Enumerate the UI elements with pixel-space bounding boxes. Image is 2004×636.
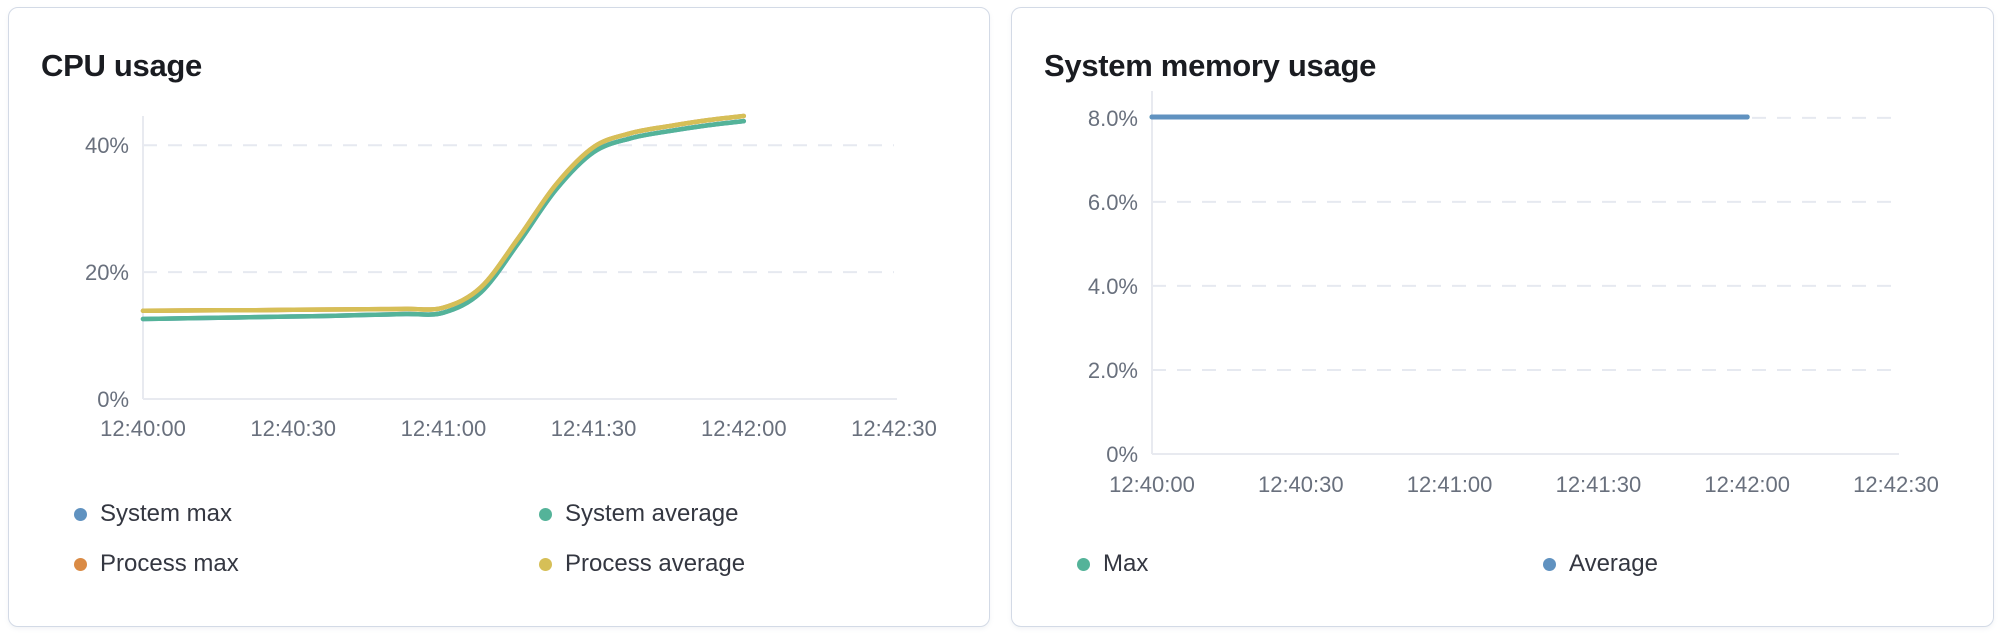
- legend-label: Max: [1103, 550, 1149, 577]
- x-tick-label: 12:40:00: [100, 416, 186, 441]
- cpu-panel-title: CPU usage: [41, 48, 202, 83]
- legend-label: Average: [1569, 550, 1658, 577]
- y-tick-label: 4.0%: [1088, 274, 1138, 299]
- legend-dot-average: [1543, 557, 1556, 571]
- x-tick-label: 12:41:00: [1407, 472, 1493, 497]
- legend-dot-max: [1077, 557, 1090, 571]
- x-tick-label: 12:42:30: [851, 416, 937, 441]
- legend-dot-system-max: [74, 507, 87, 521]
- y-tick-label: 40%: [85, 133, 129, 158]
- cpu-usage-panel: CPU usage 0% 20% 40% 12:40:00 12:40:30 12:41:…: [8, 7, 990, 627]
- x-tick-label: 12:40:30: [250, 416, 336, 441]
- legend-dot-process-average: [539, 557, 552, 571]
- y-tick-label: 8.0%: [1088, 106, 1138, 131]
- x-tick-label: 12:42:30: [1853, 472, 1939, 497]
- legend-item-average[interactable]: Average: [1543, 551, 1658, 577]
- legend-item-process-average[interactable]: Process average: [539, 551, 745, 577]
- legend-item-max[interactable]: Max: [1077, 551, 1148, 577]
- memory-usage-panel: System memory usage 0% 2.0% 4.0% 6.0% 8.0% 12…: [1011, 7, 1994, 627]
- legend-label: System average: [565, 500, 739, 527]
- x-tick-label: 12:42:00: [1704, 472, 1790, 497]
- legend-label: System max: [100, 500, 233, 527]
- series-line-system-average: [140, 118, 747, 322]
- x-tick-label: 12:40:30: [1258, 472, 1344, 497]
- legend-dot-process-max: [74, 557, 87, 571]
- x-tick-label: 12:41:30: [1556, 472, 1642, 497]
- legend-label: Process average: [565, 550, 746, 577]
- y-tick-label: 6.0%: [1088, 190, 1138, 215]
- y-tick-label: 2.0%: [1088, 358, 1138, 383]
- x-tick-label: 12:40:00: [1109, 472, 1195, 497]
- memory-panel-title: System memory usage: [1044, 48, 1377, 83]
- legend-label: Process max: [100, 550, 239, 577]
- legend-item-system-average[interactable]: System average: [539, 501, 738, 527]
- legend-item-system-max[interactable]: System max: [74, 501, 232, 527]
- x-tick-label: 12:41:00: [401, 416, 487, 441]
- series-line-process-average: [140, 113, 747, 314]
- series-line-system-max: [140, 118, 747, 322]
- y-tick-label: 0%: [1106, 442, 1138, 467]
- x-tick-label: 12:42:00: [701, 416, 787, 441]
- legend-dot-system-average: [539, 507, 552, 521]
- legend-item-process-max[interactable]: Process max: [74, 551, 239, 577]
- memory-usage-chart[interactable]: 0% 2.0% 4.0% 6.0% 8.0% 12:40:00 12:40:30 12:41:…: [1012, 8, 1995, 628]
- y-tick-label: 20%: [85, 260, 129, 285]
- cpu-usage-chart[interactable]: 0% 20% 40% 12:40:00 12:40:30 12:41:00 12:41:30…: [9, 8, 991, 628]
- y-tick-label: 0%: [97, 387, 129, 412]
- x-tick-label: 12:41:30: [551, 416, 637, 441]
